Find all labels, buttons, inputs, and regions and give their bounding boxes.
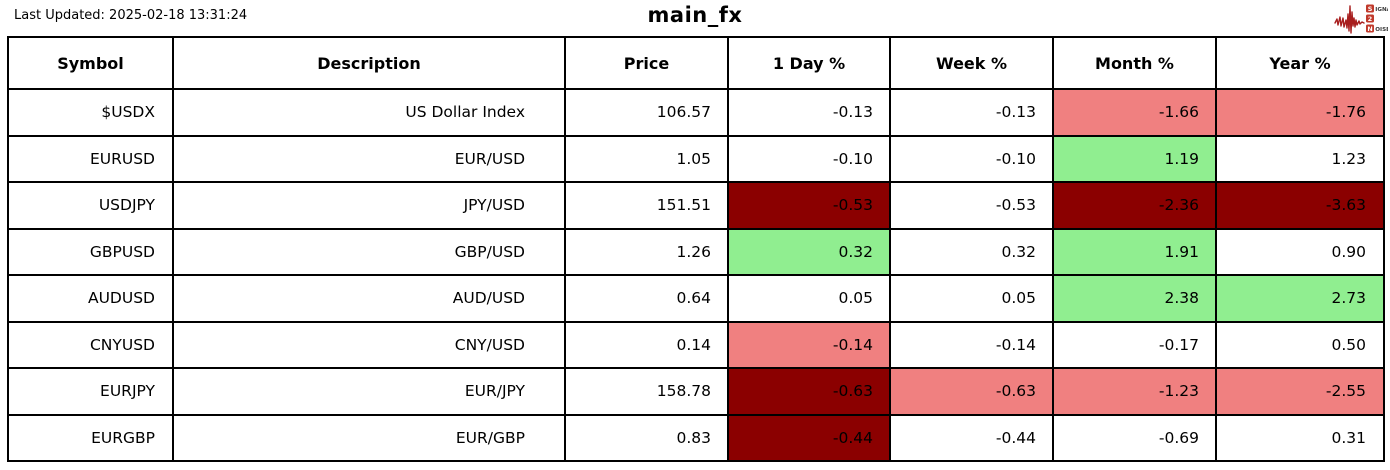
column-header-year-pct: Year %: [1215, 36, 1385, 90]
cell-symbol: EURUSD: [7, 134, 174, 183]
table-row-eurusd: EURUSD EUR/USD 1.05 -0.10 -0.10 1.19 1.2…: [7, 134, 1385, 183]
cell-price: 0.14: [564, 320, 729, 369]
cell-description: EUR/GBP: [172, 413, 566, 462]
logo-badge-2: [1366, 14, 1374, 23]
cell-price: 151.51: [564, 181, 729, 230]
cell-year-pct: -1.76: [1215, 88, 1385, 137]
cell-month-pct: -2.36: [1052, 181, 1217, 230]
header-row: Symbol Description Price 1 Day % Week % …: [7, 36, 1385, 90]
waveform-icon: [1334, 5, 1365, 34]
table-row-audusd: AUDUSD AUD/USD 0.64 0.05 0.05 2.38 2.73: [7, 274, 1385, 323]
cell-week-pct: -0.14: [889, 320, 1054, 369]
cell-month-pct: -0.69: [1052, 413, 1217, 462]
cell-description: CNY/USD: [172, 320, 566, 369]
logo-badge-n: [1366, 24, 1374, 33]
cell-1day-pct: -0.44: [727, 413, 891, 462]
cell-year-pct: 0.90: [1215, 227, 1385, 276]
cell-month-pct: 1.19: [1052, 134, 1217, 183]
cell-symbol: $USDX: [7, 88, 174, 137]
table-row-gbpusd: GBPUSD GBP/USD 1.26 0.32 0.32 1.91 0.90: [7, 227, 1385, 276]
cell-description: EUR/JPY: [172, 367, 566, 416]
table-row-cnyusd: CNYUSD CNY/USD 0.14 -0.14 -0.14 -0.17 0.…: [7, 320, 1385, 369]
cell-month-pct: -1.23: [1052, 367, 1217, 416]
cell-year-pct: 2.73: [1215, 274, 1385, 323]
logo-text-ignal: IGNAL: [1375, 7, 1388, 13]
column-header-month-pct: Month %: [1052, 36, 1217, 90]
table-row-eurjpy: EURJPY EUR/JPY 158.78 -0.63 -0.63 -1.23 …: [7, 367, 1385, 416]
cell-week-pct: -0.63: [889, 367, 1054, 416]
cell-symbol: AUDUSD: [7, 274, 174, 323]
cell-year-pct: 0.50: [1215, 320, 1385, 369]
cell-description: GBP/USD: [172, 227, 566, 276]
cell-1day-pct: -0.63: [727, 367, 891, 416]
column-header-price: Price: [564, 36, 729, 90]
signal2noise-logo: S IGNAL 2 N OISE: [1334, 4, 1388, 34]
column-header-description: Description: [172, 36, 566, 90]
logo-text-oise: OISE: [1375, 27, 1388, 33]
cell-1day-pct: -0.53: [727, 181, 891, 230]
cell-week-pct: -0.44: [889, 413, 1054, 462]
cell-month-pct: 1.91: [1052, 227, 1217, 276]
logo-badge-s-letter: S: [1368, 5, 1373, 13]
cell-symbol: GBPUSD: [7, 227, 174, 276]
cell-description: JPY/USD: [172, 181, 566, 230]
column-header-symbol: Symbol: [7, 36, 174, 90]
cell-symbol: CNYUSD: [7, 320, 174, 369]
cell-year-pct: 0.31: [1215, 413, 1385, 462]
cell-week-pct: -0.53: [889, 181, 1054, 230]
logo-badge-2-digit: 2: [1368, 15, 1372, 23]
cell-symbol: USDJPY: [7, 181, 174, 230]
cell-month-pct: -0.17: [1052, 320, 1217, 369]
table-row-usdx: $USDX US Dollar Index 106.57 -0.13 -0.13…: [7, 88, 1385, 137]
cell-1day-pct: -0.10: [727, 134, 891, 183]
logo-badge-s: [1366, 4, 1374, 13]
cell-price: 0.64: [564, 274, 729, 323]
cell-symbol: EURJPY: [7, 367, 174, 416]
table-row-usdjpy: USDJPY JPY/USD 151.51 -0.53 -0.53 -2.36 …: [7, 181, 1385, 230]
last-updated-timestamp: Last Updated: 2025-02-18 13:31:24: [14, 8, 248, 23]
cell-1day-pct: -0.13: [727, 88, 891, 137]
cell-price: 1.05: [564, 134, 729, 183]
cell-year-pct: -2.55: [1215, 367, 1385, 416]
cell-price: 106.57: [564, 88, 729, 137]
cell-week-pct: -0.10: [889, 134, 1054, 183]
cell-price: 0.83: [564, 413, 729, 462]
table-row-eurgbp: EURGBP EUR/GBP 0.83 -0.44 -0.44 -0.69 0.…: [7, 413, 1385, 462]
cell-price: 1.26: [564, 227, 729, 276]
cell-price: 158.78: [564, 367, 729, 416]
cell-year-pct: 1.23: [1215, 134, 1385, 183]
column-header-1day-pct: 1 Day %: [727, 36, 891, 90]
column-header-week-pct: Week %: [889, 36, 1054, 90]
cell-symbol: EURGBP: [7, 413, 174, 462]
cell-description: US Dollar Index: [172, 88, 566, 137]
cell-description: AUD/USD: [172, 274, 566, 323]
cell-month-pct: -1.66: [1052, 88, 1217, 137]
cell-1day-pct: 0.05: [727, 274, 891, 323]
logo-badge-n-letter: N: [1367, 25, 1372, 33]
cell-1day-pct: -0.14: [727, 320, 891, 369]
cell-week-pct: -0.13: [889, 88, 1054, 137]
page-title: main_fx: [647, 3, 743, 27]
cell-month-pct: 2.38: [1052, 274, 1217, 323]
cell-week-pct: 0.05: [889, 274, 1054, 323]
fx-table: Symbol Description Price 1 Day % Week % …: [7, 36, 1385, 462]
cell-year-pct: -3.63: [1215, 181, 1385, 230]
cell-description: EUR/USD: [172, 134, 566, 183]
cell-week-pct: 0.32: [889, 227, 1054, 276]
cell-1day-pct: 0.32: [727, 227, 891, 276]
